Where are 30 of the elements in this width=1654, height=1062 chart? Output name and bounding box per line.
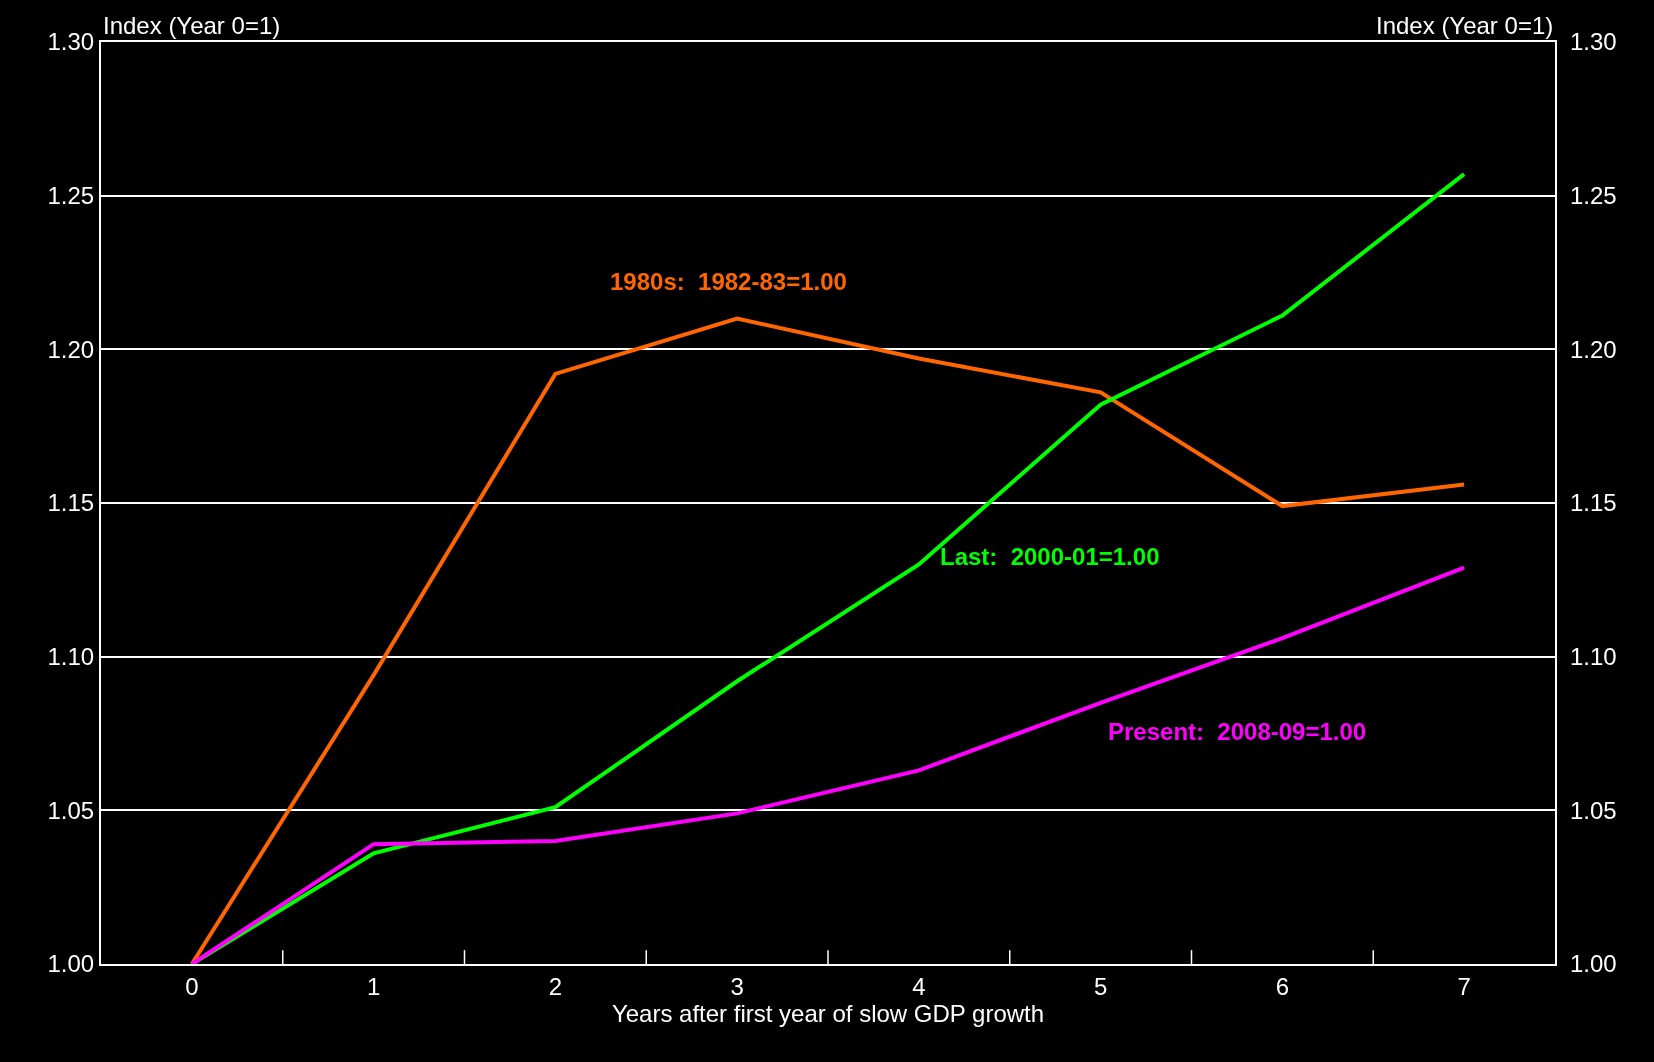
x-tick-label: 3 [730, 972, 744, 1000]
y-tick-label: 1.05 [47, 796, 95, 824]
y-axis-title: Index (Year 0=1) [103, 12, 281, 39]
y-tick-label: 1.25 [47, 182, 95, 210]
y-tick-label: 1.00 [47, 950, 95, 978]
line-series [189, 565, 1467, 964]
x-tick-label: 7 [1457, 972, 1471, 1000]
y-tick-label: 1.10 [47, 643, 95, 671]
y2-tick-label: 1.30 [1570, 28, 1617, 56]
x-tick-label: 2 [548, 972, 563, 1000]
series-label: Present: 2008-09=1.00 [1108, 718, 1367, 745]
y-tick-label: 1.15 [47, 489, 95, 517]
y2-tick-label: 1.15 [1570, 489, 1617, 517]
series-label: Last: 2000-01=1.00 [940, 543, 1160, 570]
y2-tick-label: 1.20 [1570, 335, 1617, 363]
y2-tick-label: 1.25 [1570, 182, 1617, 210]
x-axis-title: Years after first year of slow GDP growth [611, 999, 1045, 1027]
x-tick-label: 5 [1093, 972, 1108, 1000]
y2-tick-label: 1.00 [1570, 950, 1617, 978]
y2-tick-label: 1.05 [1570, 796, 1617, 824]
series-label: 1980s: 1982-83=1.00 [610, 268, 847, 295]
line-series [189, 316, 1467, 964]
y2-tick-label: 1.10 [1570, 643, 1617, 671]
x-tick-label: 4 [912, 972, 926, 1000]
y2-axis-title: Index (Year 0=1) [1376, 12, 1554, 39]
x-tick-label: 6 [1275, 972, 1290, 1000]
x-tick-label: 1 [366, 972, 381, 1000]
x-tick-label: 0 [185, 972, 199, 1000]
y-tick-label: 1.30 [47, 28, 95, 56]
y-tick-label: 1.20 [47, 335, 95, 363]
